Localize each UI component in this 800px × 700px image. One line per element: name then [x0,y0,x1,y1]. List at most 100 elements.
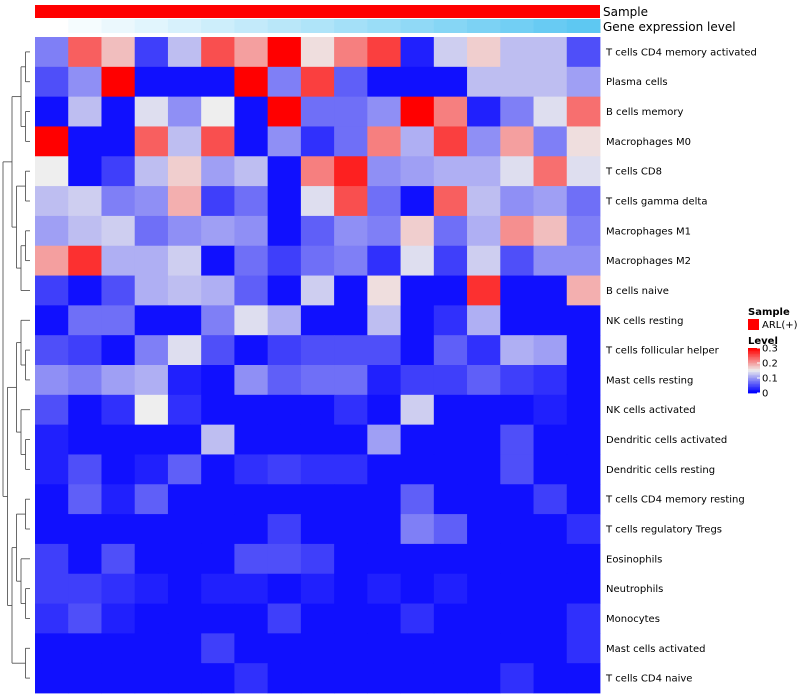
heatmap-cell [566,663,601,694]
heatmap-cell [35,573,69,604]
heatmap-cell [134,96,169,127]
legend-gradient-step [748,379,760,382]
heatmap-cell [467,37,501,68]
heatmap-cell [68,394,102,426]
heatmap-cell [500,245,534,276]
heatmap-cell [134,573,169,604]
heatmap-cell [500,305,534,336]
heatmap-cell [234,663,269,694]
heatmap-cell [201,275,235,306]
heatmap-cell [35,394,69,426]
heatmap-cell [68,633,102,664]
heatmap-cell [167,603,202,634]
heatmap-cell [134,245,169,276]
heatmap-cell [334,454,368,485]
heatmap-cell [367,156,401,187]
heatmap-cell [334,275,368,306]
heatmap-cell [533,335,568,366]
heatmap-cell [433,514,468,545]
legend-level-title: Level [748,336,778,347]
heatmap-cell [167,126,202,157]
heatmap-cell [101,514,136,545]
heatmap-cell [300,633,335,664]
heatmap-cell [334,66,368,98]
heatmap-cell [167,633,202,664]
heatmap-cell [334,484,368,515]
legend-gradient-step [748,360,760,362]
heatmap-cell [68,514,102,545]
heatmap-cell [167,454,202,485]
heatmap-cell [234,245,269,276]
legend-gradient-step [748,351,760,353]
legend-gradient-step [748,385,760,388]
heatmap-cell [400,484,435,515]
legend-gradient-step [748,373,760,376]
heatmap-cell [167,484,202,515]
heatmap-cell [234,573,269,604]
heatmap-cell [500,96,534,127]
gene-expression-bar-segment [167,19,202,33]
heatmap-cell [267,454,302,485]
heatmap-cell [101,633,136,664]
heatmap-cell [101,245,136,276]
heatmap-cell [433,454,468,485]
gene-expression-bar-segment [134,19,169,33]
heatmap-cell [533,215,568,247]
heatmap-cell [400,66,435,98]
heatmap-cell [134,186,169,217]
heatmap-cell [367,394,401,426]
heatmap-cell [367,305,401,336]
heatmap-cell [433,126,468,157]
heatmap-cell [167,663,202,694]
legend-color-gradient [748,348,760,394]
heatmap-cell [68,454,102,485]
heatmap-cell [367,633,401,664]
heatmap-cell [367,37,401,68]
heatmap-cell [134,126,169,157]
heatmap-cell [101,186,136,217]
gene-expression-bar-segment [334,19,368,33]
heatmap-cell [433,603,468,634]
heatmap-cell [533,156,568,187]
heatmap-cell [101,305,136,336]
heatmap-cell [334,603,368,634]
heatmap-cell [201,215,235,247]
heatmap-cell [267,275,302,306]
gene-expression-annotation-label: Gene expression level [603,20,736,34]
heatmap-cell [400,573,435,604]
row-label: Neutrophils [606,584,663,595]
heatmap-cell [400,96,435,127]
heatmap-cell [300,394,335,426]
legend-gradient-step [748,369,760,371]
heatmap-cell [300,663,335,694]
heatmap-cell [400,454,435,485]
heatmap-cell [467,335,501,366]
heatmap-cell [467,394,501,426]
gene-expression-bar-segment [467,19,501,33]
legend-gradient-step [748,357,760,359]
row-label: T cells gamma delta [605,197,707,208]
row-label: T cells CD4 memory activated [605,47,757,58]
heatmap-cell [400,335,435,366]
heatmap-cell [234,514,269,545]
heatmap-cell [367,275,401,306]
heatmap-cell [134,66,169,98]
gene-expression-bar-segment [433,19,468,33]
legend-gradient-step [748,391,760,394]
heatmap-cell [101,96,136,127]
heatmap-cell [68,543,102,575]
heatmap-cell [433,66,468,98]
heatmap-cell [300,186,335,217]
row-label: NK cells activated [606,405,696,416]
heatmap-cell [101,37,136,68]
heatmap-cell [467,514,501,545]
heatmap-cell [134,663,169,694]
heatmap-cell [533,37,568,68]
legend-gradient-step [748,387,760,389]
gene-expression-bar-segment [101,19,136,33]
heatmap-cell [433,186,468,217]
heatmap-cell [533,96,568,127]
heatmap-cell [300,603,335,634]
heatmap-cell [68,156,102,187]
heatmap-cell [201,514,235,545]
